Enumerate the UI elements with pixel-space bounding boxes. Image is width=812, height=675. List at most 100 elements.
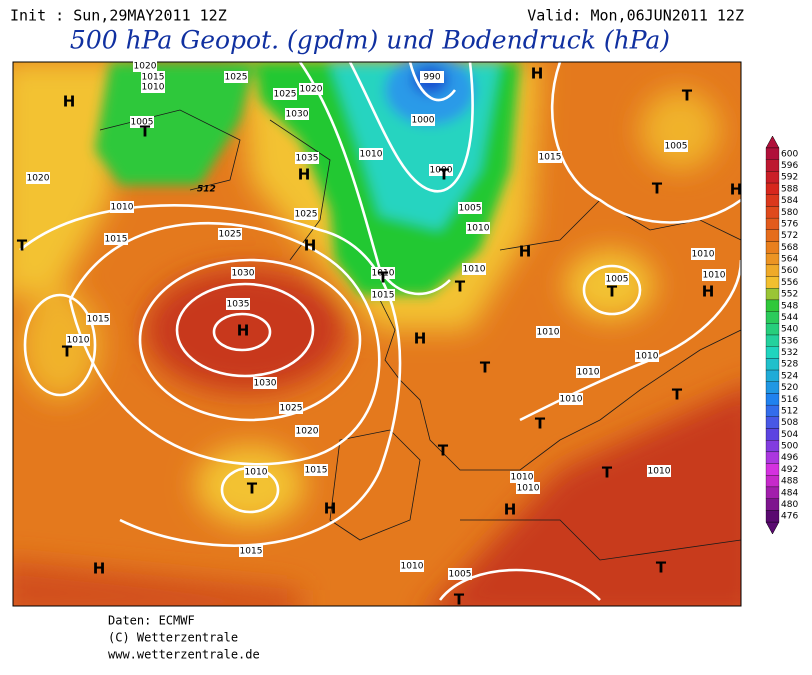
isobar-label-bg <box>400 560 424 572</box>
pressure-center: H <box>531 65 544 83</box>
colorbar-tick-label: 552 <box>781 290 798 300</box>
colorbar-tick-label: 600 <box>781 149 798 159</box>
isobar-label-bg <box>647 465 671 477</box>
isobar-label-bg <box>273 88 297 100</box>
isobar-label: 1010 <box>703 271 726 281</box>
colorbar-swatch <box>765 451 780 464</box>
pressure-center: H <box>730 181 743 199</box>
colorbar-swatch <box>765 311 780 324</box>
isobar-label: 1020 <box>300 85 323 95</box>
isobar-label: 1015 <box>105 235 128 245</box>
isobar-label: 1010 <box>648 467 671 477</box>
pressure-center: T <box>247 480 258 498</box>
isobar-label: 1015 <box>539 153 562 163</box>
isobar-label: 1015 <box>87 315 110 325</box>
colorbar-tick-label: 568 <box>781 243 798 253</box>
pressure-center: H <box>414 330 427 348</box>
isobar-label-bg <box>224 71 248 83</box>
isobar-label-bg <box>141 81 165 93</box>
colorbar-tick-label: 504 <box>781 430 798 440</box>
colorbar-swatch <box>765 346 780 359</box>
colorbar-swatch <box>765 147 780 160</box>
isobar-label-bg <box>231 267 255 279</box>
isobar-label: 1015 <box>240 547 263 557</box>
isobar-label: 1010 <box>511 473 534 483</box>
isobar-label: 1025 <box>280 404 303 414</box>
isobar-label: 1000 <box>412 116 435 126</box>
isobar-label-bg <box>411 114 435 126</box>
colorbar-tick-label: 596 <box>781 161 798 171</box>
colorbar-tick-label: 540 <box>781 325 798 335</box>
isobar-label-bg <box>536 326 560 338</box>
colorbar-tick-label: 556 <box>781 278 798 288</box>
colorbar-swatch <box>765 334 780 347</box>
isobar-label-bg <box>133 60 157 72</box>
isobar-label: 1015 <box>142 73 165 83</box>
isobar-label: 1005 <box>665 142 688 152</box>
colorbar-swatch <box>765 381 780 394</box>
colorbar-swatch <box>765 463 780 476</box>
isobar-label: 1025 <box>225 73 248 83</box>
pressure-center: T <box>682 87 693 105</box>
isobar-label: 1030 <box>232 269 255 279</box>
isobar-label-bg <box>635 350 659 362</box>
isobar-label-bg <box>299 83 323 95</box>
isobar-label-bg <box>218 228 242 240</box>
colorbar-swatch <box>765 299 780 312</box>
isobar-label-bg <box>359 148 383 160</box>
isobar-label: 1010 <box>111 203 134 213</box>
isobar-label: 1010 <box>372 269 395 279</box>
isobar-label: 1015 <box>305 466 328 476</box>
isobar-label-bg <box>466 222 490 234</box>
isobar-label-bg <box>448 568 472 580</box>
colorbar-swatch <box>765 510 780 523</box>
colorbar-tick-label: 488 <box>781 477 798 487</box>
pressure-center: T <box>480 359 491 377</box>
isobar-label: 1005 <box>459 204 482 214</box>
colorbar-tick-label: 520 <box>781 383 798 393</box>
isobar-label: 1005 <box>606 275 629 285</box>
pressure-center: T <box>62 343 73 361</box>
isobar-label-bg <box>691 248 715 260</box>
colorbar-tick-label: 588 <box>781 184 798 194</box>
colorbar-swatch <box>765 182 780 195</box>
pressure-center: T <box>602 464 613 482</box>
colorbar-swatch <box>765 393 780 406</box>
isobar-label-bg <box>702 269 726 281</box>
colorbar-swatch <box>765 358 780 371</box>
colorbar-tick-label: 508 <box>781 418 798 428</box>
isobar-label-bg <box>26 172 50 184</box>
isobar-label-bg <box>538 151 562 163</box>
isobar-label: 1010 <box>401 562 424 572</box>
isobar-label-bg <box>295 425 319 437</box>
colorbar-tick-label: 496 <box>781 453 798 463</box>
isobar-label-bg <box>285 108 309 120</box>
isobar-label-bg <box>239 545 263 557</box>
colorbar-swatch <box>765 194 780 207</box>
isobar-label: 1010 <box>577 368 600 378</box>
isobar-label-bg <box>429 164 453 176</box>
colorbar-tick-label: 532 <box>781 348 798 358</box>
isobar-label-bg <box>304 464 328 476</box>
isobar-label: 1005 <box>131 118 154 128</box>
isobar-label-bg <box>66 334 90 346</box>
pressure-center: T <box>438 442 449 460</box>
colorbar-tick-label: 576 <box>781 219 798 229</box>
isobars <box>19 62 741 601</box>
geopotential-label: 512 <box>197 185 216 195</box>
isobar-label: 1000 <box>430 166 453 176</box>
pressure-center: H <box>304 237 317 255</box>
pressure-center: H <box>519 243 532 261</box>
colorbar-tick-label: 592 <box>781 173 798 183</box>
isobar-label: 1005 <box>449 570 472 580</box>
colorbar-tick-label: 560 <box>781 266 798 276</box>
isobar-label: 1010 <box>517 484 540 494</box>
colorbar-swatch <box>765 416 780 429</box>
isobar-label: 1010 <box>467 224 490 234</box>
pressure-center: H <box>237 322 250 340</box>
colorbar-swatch <box>765 241 780 254</box>
colorbar-swatch <box>765 440 780 453</box>
colorbar-tick-label: 516 <box>781 395 798 405</box>
colorbar-swatch <box>765 276 780 289</box>
